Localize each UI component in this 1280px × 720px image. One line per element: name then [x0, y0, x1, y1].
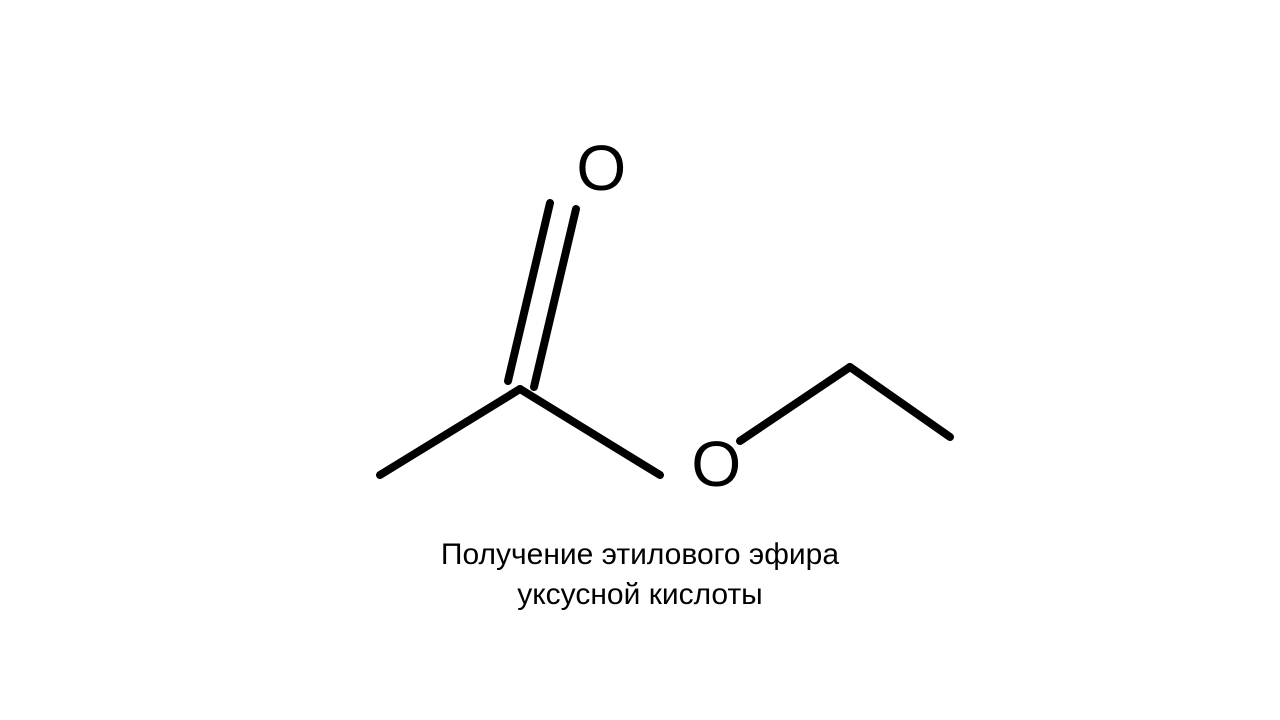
bond-methyl-to-carbonyl [380, 389, 520, 475]
bond-ch2-to-ch3 [850, 367, 950, 437]
molecule-svg [320, 105, 960, 525]
caption-line-1: Получение этилового эфира [441, 535, 839, 576]
molecule-structure: O O [320, 105, 960, 525]
bond-carbonyl-to-ester-O [520, 389, 660, 475]
caption: Получение этилового эфира уксусной кисло… [441, 535, 839, 616]
diagram-container: O O Получение этилового эфира уксусной к… [0, 0, 1280, 720]
oxygen-ester-label: O [691, 427, 741, 501]
caption-line-2: уксусной кислоты [441, 575, 839, 616]
oxygen-top-label: O [576, 131, 626, 205]
bond-ester-O-to-ch2 [740, 367, 850, 441]
